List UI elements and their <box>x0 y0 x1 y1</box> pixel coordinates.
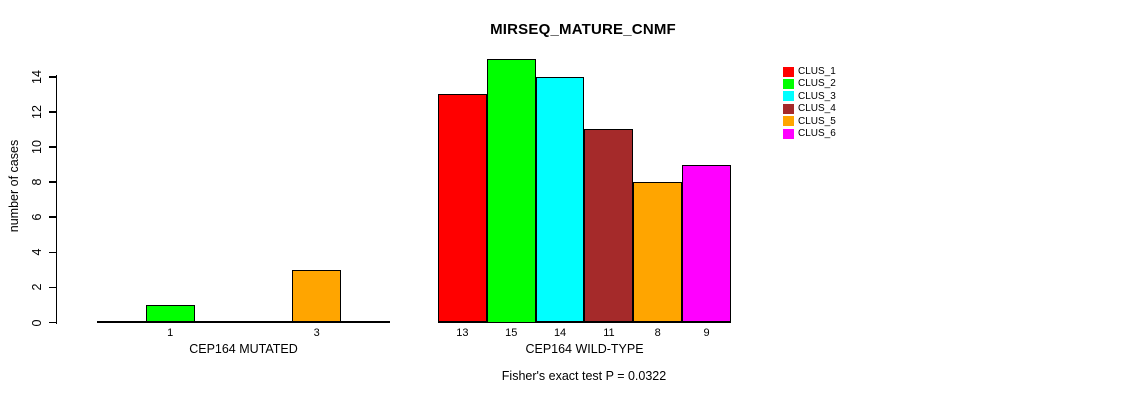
group-label-mutated: CEP164 MUTATED <box>189 342 298 356</box>
y-tick-label: 14 <box>30 69 44 84</box>
bar-value-label: 8 <box>654 326 661 339</box>
bar-value-label: 15 <box>505 326 518 339</box>
y-tick-label: 0 <box>30 319 44 326</box>
legend-label-clus_1: CLUS_1 <box>798 66 836 77</box>
legend-swatch-clus_4 <box>783 103 794 114</box>
fisher-test-annotation: Fisher's exact test P = 0.0322 <box>501 369 667 383</box>
legend-label-clus_3: CLUS_3 <box>798 90 836 102</box>
legend-swatch-clus_5 <box>783 116 794 127</box>
group-label-wildtype: CEP164 WILD-TYPE <box>525 342 644 356</box>
bar-value-label: 14 <box>553 326 567 339</box>
y-tick-label: 8 <box>30 178 44 186</box>
bar-clus_5 <box>633 182 683 323</box>
bar-clus_1 <box>438 94 487 323</box>
y-tick-label: 6 <box>30 213 44 221</box>
bar-clus_2 <box>486 59 536 323</box>
legend-label-clus_4: CLUS_4 <box>798 103 836 115</box>
bar-clus_3 <box>535 76 585 323</box>
y-tick-label: 10 <box>30 140 44 154</box>
y-tick <box>48 251 56 254</box>
y-tick <box>48 216 56 218</box>
legend-swatch-clus_6 <box>783 128 794 139</box>
y-tick-label: 2 <box>30 283 44 291</box>
chart-title: MIRSEQ_MATURE_CNMF <box>490 21 676 38</box>
bar-value-label: 9 <box>703 326 710 339</box>
bar-clus_5 <box>292 269 342 323</box>
bar-value-label: 1 <box>167 326 174 339</box>
legend-swatch-clus_3 <box>783 91 794 102</box>
legend-label-clus_2: CLUS_2 <box>798 78 836 90</box>
bar-value-label: 3 <box>313 326 320 339</box>
legend-swatch-clus_1 <box>783 66 794 77</box>
y-tick <box>48 321 56 324</box>
y-axis-line <box>55 75 57 324</box>
y-tick <box>48 181 56 183</box>
legend-label-clus_5: CLUS_5 <box>798 115 836 127</box>
legend-swatch-clus_2 <box>783 78 794 89</box>
bar-clus_4 <box>584 129 634 323</box>
y-tick-label: 12 <box>30 104 44 119</box>
y-axis-label: number of cases <box>7 139 21 233</box>
y-tick <box>48 146 56 148</box>
bar-clus_2 <box>145 304 195 323</box>
legend-label-clus_6: CLUS_6 <box>798 128 836 140</box>
y-tick <box>48 111 56 113</box>
y-tick-label: 4 <box>30 248 44 256</box>
group-baseline <box>97 321 390 323</box>
bar-value-label: 11 <box>603 326 615 339</box>
y-tick <box>48 76 56 78</box>
y-tick <box>48 286 56 289</box>
bar-value-label: 13 <box>456 326 469 339</box>
bar-clus_6 <box>682 164 731 323</box>
